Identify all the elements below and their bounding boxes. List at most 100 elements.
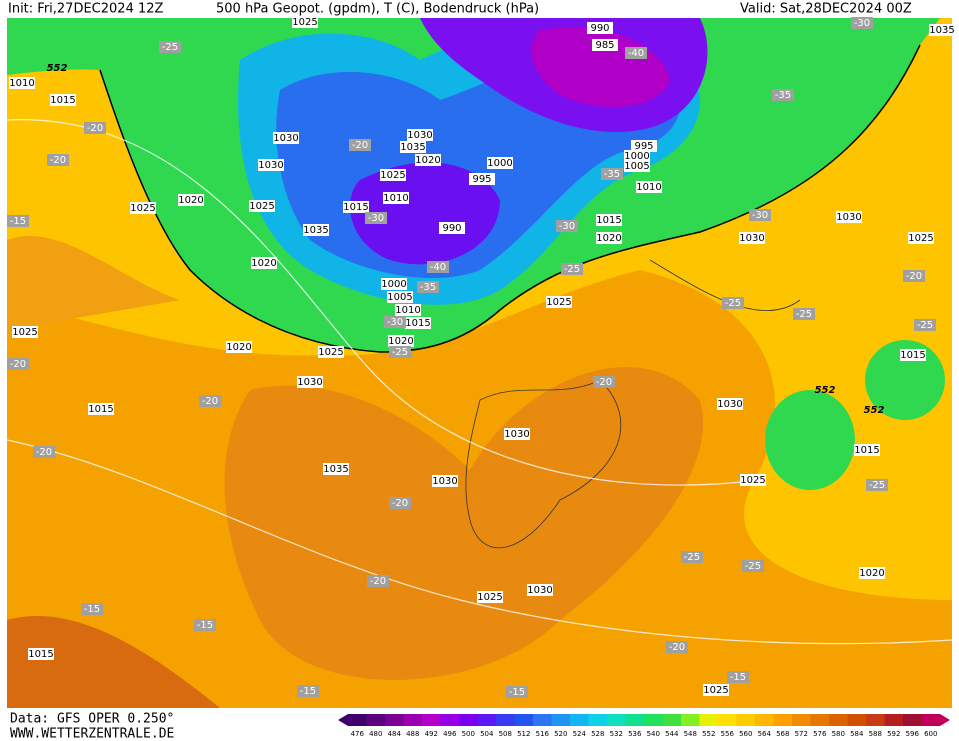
colorbar-cell <box>718 714 737 726</box>
colorbar-tick-label: 488 <box>406 730 419 738</box>
isobar-label: 1035 <box>303 225 328 236</box>
colorbar-tick-label: 580 <box>832 730 845 738</box>
colorbar-tick-label: 500 <box>462 730 475 738</box>
colorbar-tick-label: 508 <box>499 730 512 738</box>
isobar-label-box <box>405 317 431 329</box>
isobar-label-box <box>929 24 955 36</box>
isobar-label: 1015 <box>88 404 113 415</box>
isobar-label: 1030 <box>407 130 432 141</box>
temperature-label-box <box>417 281 439 293</box>
isobar-label: 1030 <box>527 585 552 596</box>
temperature-label: -25 <box>745 561 761 572</box>
colorbar-cell <box>810 714 830 726</box>
isobar-label-box <box>717 398 743 410</box>
isobar-label-box <box>323 463 349 475</box>
isobar-label-box <box>273 132 299 144</box>
temperature-label-box <box>749 209 771 221</box>
isobar-label-box <box>854 444 880 456</box>
isobar-label-box <box>400 141 426 153</box>
temperature-label-box <box>722 297 744 309</box>
colorbar-cell <box>440 714 460 726</box>
colorbar-cell <box>644 714 663 726</box>
colorbar-cell <box>755 714 774 726</box>
temperature-label: -20 <box>596 377 612 388</box>
isobar-label: 1020 <box>226 342 251 353</box>
colorbar-cell <box>496 714 515 726</box>
colorbar-cell <box>348 714 367 726</box>
isobar-label: 1030 <box>717 399 742 410</box>
colorbar-tick-label: 492 <box>425 730 438 738</box>
isobar-label-box <box>592 39 618 51</box>
temperature-label-box <box>7 215 29 227</box>
temperature-label-box <box>506 686 528 698</box>
temperature-label: -30 <box>854 18 870 29</box>
colorbar-tick-label: 484 <box>388 730 402 738</box>
isobar-label: 1025 <box>477 592 502 603</box>
isobar-label: 1000 <box>381 279 406 290</box>
isobar-label: 1030 <box>504 429 529 440</box>
colorbar-cell <box>792 714 811 726</box>
isobar-label: 1015 <box>50 95 75 106</box>
isobar-label: 1015 <box>596 215 621 226</box>
temperature-label: -35 <box>775 90 791 101</box>
isobar-label: 990 <box>442 223 461 234</box>
isobar-label-box <box>487 157 513 169</box>
temperature-label-box <box>84 122 106 134</box>
isobar-label: 1025 <box>249 201 274 212</box>
colorbar-cell <box>884 714 904 726</box>
colorbar-tick-label: 540 <box>647 730 660 738</box>
temperature-label: -25 <box>869 480 885 491</box>
temperature-label-box <box>625 47 647 59</box>
isobar-label-box <box>297 376 323 388</box>
colorbar-cell <box>366 714 386 726</box>
temperature-label: -25 <box>917 320 933 331</box>
temperature-label-box <box>851 17 873 29</box>
isobar-label: 1030 <box>739 233 764 244</box>
isobar-label: 995 <box>472 174 491 185</box>
colorbar-arrow <box>338 714 348 726</box>
isobar-label-box <box>12 326 38 338</box>
isobar-label: 1025 <box>703 685 728 696</box>
colorbar-tick-label: 600 <box>924 730 937 738</box>
temperature-label-box <box>866 479 888 491</box>
isobar-label: 1030 <box>297 377 322 388</box>
isobar-label: 1035 <box>323 464 348 475</box>
temperature-label: -30 <box>559 221 575 232</box>
temperature-label-box <box>81 603 103 615</box>
data-source: Data: GFS OPER 0.250° <box>10 712 174 727</box>
colorbar-tick-label: 596 <box>906 730 920 738</box>
isobar-label-box <box>28 648 54 660</box>
isobar-label-box <box>596 232 622 244</box>
colorbar-tick-label: 512 <box>517 730 530 738</box>
colorbar-cell <box>847 714 867 726</box>
isobar-label-box <box>318 346 344 358</box>
temperature-label: -40 <box>628 48 644 59</box>
colorbar-tick-label: 564 <box>758 730 772 738</box>
temperature-label: -25 <box>564 264 580 275</box>
colorbar-cell <box>866 714 885 726</box>
colorbar-tick-label: 576 <box>813 730 827 738</box>
isobar-label-box <box>88 403 114 415</box>
temperature-label: -20 <box>370 576 386 587</box>
temperature-label: -20 <box>87 123 103 134</box>
colorbar-cell <box>921 714 941 726</box>
temperature-label-box <box>681 551 703 563</box>
isobar-label: 1010 <box>636 182 661 193</box>
isobar-label-box <box>624 150 650 162</box>
isobar-label-box <box>50 94 76 106</box>
temperature-label: -25 <box>796 309 812 320</box>
temperature-label-box <box>666 641 688 653</box>
temperature-label-box <box>7 358 29 370</box>
colorbar: 476 480 484 488 492 496 500 504 508 512 516 520 524 5… <box>338 714 950 738</box>
isobar-label: 1010 <box>383 193 408 204</box>
isobar-label: 1030 <box>836 212 861 223</box>
isobar-label-box <box>343 201 369 213</box>
colorbar-tick-label: 592 <box>887 730 900 738</box>
isobar-label: 1020 <box>596 233 621 244</box>
isobar-label-box <box>9 77 35 89</box>
isobar-label: 1015 <box>28 649 53 660</box>
colorbar-tick-label: 544 <box>665 730 679 738</box>
isobar-label: 1015 <box>900 350 925 361</box>
isobar-label-box <box>407 129 433 141</box>
temperature-label-box <box>742 560 764 572</box>
